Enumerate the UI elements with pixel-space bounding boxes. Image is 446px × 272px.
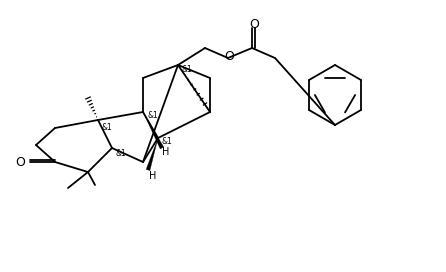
Text: &1: &1 xyxy=(116,150,127,159)
Text: O: O xyxy=(15,156,25,168)
Text: O: O xyxy=(224,50,234,63)
Text: &1: &1 xyxy=(162,138,173,147)
Polygon shape xyxy=(146,138,158,171)
Text: &1: &1 xyxy=(147,112,158,120)
Polygon shape xyxy=(143,112,164,149)
Text: &1: &1 xyxy=(182,64,193,73)
Text: O: O xyxy=(249,17,259,30)
Text: H: H xyxy=(149,171,157,181)
Text: H: H xyxy=(162,147,169,157)
Text: &1: &1 xyxy=(102,123,113,132)
